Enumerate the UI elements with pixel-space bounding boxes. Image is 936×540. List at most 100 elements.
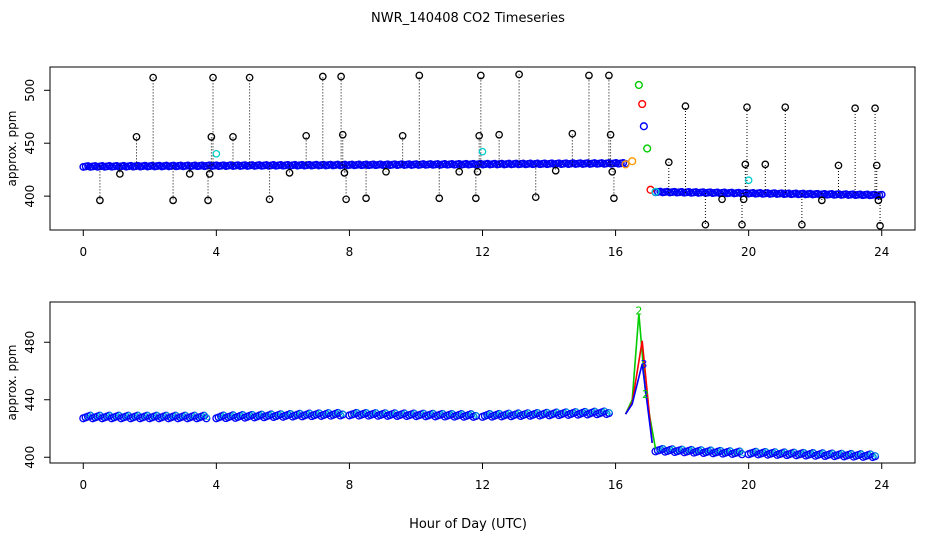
- spike-point: [338, 130, 347, 139]
- spike-point: [701, 220, 710, 229]
- data-point: [607, 409, 613, 415]
- x-tick-label: 12: [475, 478, 490, 492]
- spike-point: [96, 196, 104, 205]
- spike-point: [415, 71, 424, 80]
- spike-point: [340, 168, 349, 177]
- bottom-panel: 0 4 8 12 16 20 24 400 440 480 approx. ppm 2 3 2: [5, 301, 916, 492]
- peak-label: 2: [635, 305, 642, 318]
- spike-point: [132, 133, 141, 141]
- cyan-point: [478, 147, 487, 156]
- x-tick-label: 24: [874, 478, 889, 492]
- spike-point: [531, 193, 540, 202]
- spike-point: [495, 130, 503, 139]
- transition-point: [646, 185, 655, 194]
- spike-point: [207, 133, 216, 141]
- chart-title: NWR_140408 CO2 Timeseries: [371, 11, 565, 26]
- x-tick-label: 24: [874, 245, 889, 259]
- spike-point: [285, 168, 294, 177]
- spike-point: [664, 158, 673, 167]
- spike-point: [245, 73, 254, 82]
- transition-point: [638, 99, 647, 109]
- x-tick-label: 8: [346, 478, 354, 492]
- x-tick-label: 20: [741, 245, 756, 259]
- spike-point: [435, 194, 444, 203]
- spike-point: [738, 220, 746, 229]
- transition-point: [621, 160, 630, 169]
- spike-point: [610, 194, 618, 203]
- data-point: [873, 452, 879, 458]
- spike-point: [302, 131, 311, 140]
- x-tick-label: 12: [475, 245, 490, 259]
- spike-point: [605, 71, 613, 80]
- spike-point: [781, 103, 790, 112]
- spike-point: [169, 196, 177, 205]
- spike-point: [342, 195, 350, 204]
- spike-point: [585, 71, 593, 80]
- spike-point: [398, 131, 407, 140]
- spike-point: [265, 195, 274, 204]
- x-tick-label: 16: [608, 478, 623, 492]
- spike-point: [185, 170, 194, 178]
- transition-point: [651, 187, 660, 196]
- x-tick-label: 4: [213, 478, 221, 492]
- spike-point: [874, 196, 883, 205]
- spike-point: [204, 196, 212, 205]
- cyan-point: [212, 149, 221, 158]
- spike-point: [876, 221, 884, 230]
- spike-point: [798, 220, 806, 229]
- transition-point: [643, 144, 652, 153]
- spike-point: [761, 160, 770, 169]
- top-panel: 0 4 8 12 16 20 24 400 450 500 approx. ppm: [5, 66, 916, 259]
- x-axis-label: Hour of Day (UTC): [409, 517, 527, 532]
- peak-label: 2: [642, 388, 649, 401]
- spike-point: [741, 160, 750, 169]
- spike-point: [872, 161, 881, 170]
- y-tick-label: 440: [23, 388, 37, 411]
- spike-point: [851, 104, 859, 113]
- spike-point: [608, 167, 617, 176]
- plot-frame: [49, 301, 916, 464]
- spike-point: [337, 72, 345, 81]
- spike-point: [455, 167, 464, 176]
- spike-point: [149, 73, 157, 82]
- y-tick-label: 400: [23, 185, 37, 208]
- spike-point: [871, 104, 879, 113]
- cyan-point: [744, 176, 753, 185]
- y-axis-label: approx. ppm: [5, 111, 19, 187]
- spike-point: [834, 161, 843, 170]
- spike-point: [318, 72, 327, 81]
- data-point: [877, 190, 886, 199]
- spike-point: [606, 130, 615, 139]
- spike-point: [205, 170, 214, 178]
- y-tick-label: 500: [23, 79, 37, 102]
- spike-point: [362, 194, 370, 203]
- spike-point: [739, 195, 748, 204]
- spike-point: [681, 102, 690, 111]
- transition-point: [639, 122, 648, 131]
- spike-point: [515, 70, 523, 79]
- spike-point: [116, 170, 124, 178]
- x-tick-label: 0: [79, 245, 87, 259]
- x-tick-label: 20: [741, 478, 756, 492]
- transition-point: [634, 80, 643, 90]
- spike-point: [817, 196, 826, 205]
- spike-point: [471, 194, 480, 203]
- spike-point: [551, 166, 560, 175]
- spike-point: [568, 129, 577, 138]
- x-tick-label: 8: [346, 245, 354, 259]
- spike-point: [743, 103, 751, 112]
- spike-point: [209, 73, 217, 82]
- x-tick-label: 16: [608, 245, 623, 259]
- spike-point: [475, 131, 484, 140]
- peak-line: [624, 363, 653, 443]
- spike-point: [718, 195, 726, 204]
- spike-point: [473, 167, 482, 176]
- x-tick-label: 0: [79, 478, 87, 492]
- y-axis-label: approx. ppm: [5, 345, 19, 421]
- data-point: [204, 414, 210, 420]
- spike-point: [229, 133, 237, 141]
- y-tick-label: 400: [23, 446, 37, 469]
- peak-label: 3: [640, 358, 647, 371]
- transition-point: [628, 157, 637, 166]
